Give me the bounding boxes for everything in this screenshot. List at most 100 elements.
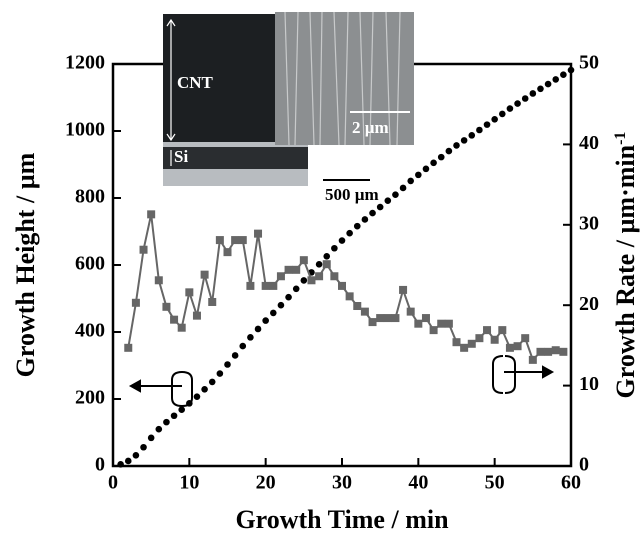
height-marker — [544, 80, 552, 88]
x-tick-label: 30 — [332, 472, 352, 494]
rate-marker — [353, 302, 362, 311]
rate-marker — [292, 265, 301, 274]
height-marker — [193, 393, 201, 400]
height-marker — [399, 184, 407, 192]
rate-marker — [162, 302, 171, 311]
rate-marker — [322, 260, 331, 269]
height-marker — [552, 76, 560, 83]
y-tick-label: 0 — [95, 454, 105, 476]
y2-tick-label: 20 — [579, 293, 599, 315]
y2-axis-title: Growth Rate / µm·min-1 — [611, 132, 640, 399]
height-marker — [277, 301, 285, 309]
height-marker — [361, 216, 369, 223]
rate-marker — [254, 229, 263, 238]
rate-marker — [238, 236, 247, 245]
y-axis-title: Growth Height / µm — [11, 152, 40, 377]
x-tick-label: 20 — [256, 472, 276, 494]
rate-marker — [437, 319, 446, 328]
inset-sem — [275, 12, 414, 145]
height-marker — [567, 66, 575, 74]
rate-marker — [131, 298, 140, 307]
height-marker — [476, 126, 483, 134]
rate-marker — [147, 210, 156, 219]
height-marker — [460, 137, 468, 144]
height-marker — [254, 325, 262, 333]
height-marker — [270, 309, 277, 317]
rate-marker — [498, 326, 507, 335]
x-tick-label: 60 — [561, 472, 581, 494]
rate-marker — [414, 319, 423, 328]
height-marker — [178, 406, 185, 414]
y2-title-main: Growth Rate / µm·min — [611, 144, 640, 398]
height-marker — [262, 317, 269, 324]
height-marker — [231, 352, 239, 359]
inset-label: 2 µm — [352, 118, 389, 137]
rate-marker — [383, 314, 392, 323]
height-marker — [521, 95, 529, 102]
rate-marker — [483, 326, 492, 335]
height-marker — [499, 110, 506, 118]
height-marker — [369, 209, 376, 217]
rate-marker — [307, 276, 316, 285]
rate-marker — [528, 355, 537, 364]
y-tick-label: 1000 — [65, 119, 105, 141]
rate-marker — [360, 307, 369, 316]
x-tick-label: 50 — [485, 472, 505, 494]
height-marker — [300, 277, 308, 284]
y2-tick-label: 10 — [579, 373, 599, 395]
rate-marker — [475, 334, 484, 343]
rate-marker — [551, 346, 560, 355]
rate-marker — [330, 272, 339, 281]
rate-marker — [185, 288, 194, 297]
height-marker — [323, 252, 331, 260]
height-marker — [247, 334, 254, 341]
height-marker — [147, 434, 155, 442]
rate-marker — [345, 292, 354, 301]
y2-tick-label: 50 — [579, 52, 599, 74]
height-marker — [346, 229, 353, 237]
rate-marker — [231, 236, 240, 245]
rate-marker — [559, 347, 568, 356]
rate-line — [127, 214, 564, 362]
height-marker — [537, 85, 544, 93]
height-marker — [132, 451, 140, 459]
rate-marker — [177, 323, 186, 332]
height-marker — [285, 293, 292, 301]
rate-marker — [208, 297, 217, 306]
y2-tick-label: 30 — [579, 212, 599, 234]
height-marker — [186, 400, 193, 407]
sem-texture — [284, 11, 401, 146]
rate-marker — [368, 318, 377, 327]
rate-marker — [421, 314, 430, 323]
rate-marker — [544, 347, 553, 356]
height-marker — [315, 261, 323, 268]
inset-cnt-photo — [163, 14, 275, 149]
height-marker — [155, 425, 163, 433]
y-tick-label: 800 — [75, 186, 105, 208]
height-marker — [163, 418, 170, 426]
x-tick-label: 40 — [408, 472, 428, 494]
height-marker — [338, 237, 346, 244]
rate-marker — [467, 339, 476, 348]
inset-label: Si — [174, 147, 188, 166]
rate-marker — [276, 272, 285, 281]
inset-label: 500 µm — [325, 185, 379, 204]
height-marker — [422, 165, 430, 173]
rate-marker — [444, 319, 453, 328]
rate-marker — [505, 343, 514, 352]
height-marker — [384, 197, 392, 204]
rate-marker — [192, 311, 201, 320]
height-marker — [453, 142, 460, 149]
rate-marker — [536, 347, 545, 356]
cnt-scale-arrow — [166, 18, 176, 166]
height-marker — [376, 203, 384, 211]
rate-marker — [269, 281, 278, 290]
y-tick-label: 1200 — [65, 52, 105, 74]
height-marker — [216, 370, 224, 377]
height-marker — [292, 285, 300, 293]
y-tick-label: 400 — [75, 320, 105, 342]
rate-marker — [406, 307, 415, 316]
height-marker — [560, 71, 567, 79]
rate-marker — [154, 276, 163, 285]
